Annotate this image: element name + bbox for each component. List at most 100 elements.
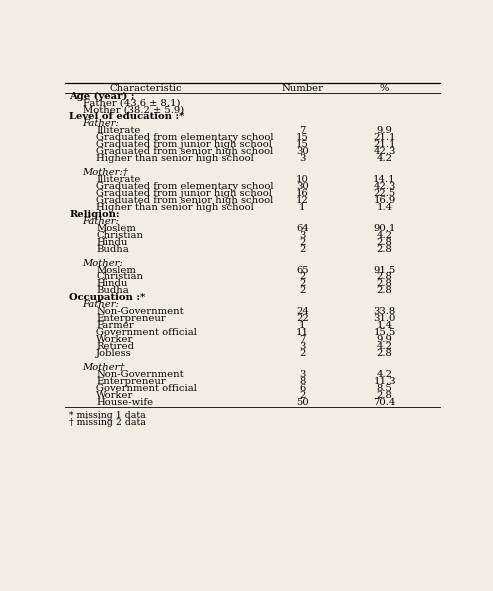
Text: 9.9: 9.9: [377, 126, 392, 135]
Text: 9.9: 9.9: [377, 335, 392, 344]
Text: 4.2: 4.2: [377, 370, 392, 379]
Text: Graduated from senior high school: Graduated from senior high school: [96, 147, 273, 156]
Text: Graduated from junior high school: Graduated from junior high school: [96, 140, 272, 149]
Text: * missing 1 data: * missing 1 data: [69, 411, 146, 420]
Text: 3: 3: [299, 370, 306, 379]
Text: Christian: Christian: [96, 230, 143, 240]
Text: 1: 1: [299, 203, 306, 212]
Text: 50: 50: [296, 398, 309, 407]
Text: Government official: Government official: [96, 328, 197, 337]
Text: 33.8: 33.8: [373, 307, 395, 316]
Text: Age (year) :: Age (year) :: [69, 92, 135, 100]
Text: Father (43.6 ± 8.1): Father (43.6 ± 8.1): [83, 99, 180, 108]
Text: Characteristic: Characteristic: [109, 84, 182, 93]
Text: 3: 3: [299, 230, 306, 240]
Text: 2: 2: [299, 280, 306, 288]
Text: 4.2: 4.2: [377, 230, 392, 240]
Text: 7: 7: [299, 126, 306, 135]
Text: 2.8: 2.8: [377, 238, 392, 246]
Text: %: %: [380, 84, 389, 93]
Text: Hindu: Hindu: [96, 238, 127, 246]
Text: 7: 7: [299, 335, 306, 344]
Text: Government official: Government official: [96, 384, 197, 393]
Text: 11: 11: [296, 328, 309, 337]
Text: Mother (38.2 ± 5.9): Mother (38.2 ± 5.9): [83, 105, 184, 115]
Text: Budha: Budha: [96, 287, 129, 296]
Text: 22: 22: [296, 314, 309, 323]
Text: 6: 6: [299, 384, 306, 393]
Text: 3: 3: [299, 342, 306, 351]
Text: Worker: Worker: [96, 391, 134, 400]
Text: Worker: Worker: [96, 335, 134, 344]
Text: Moslem: Moslem: [96, 265, 136, 274]
Text: Retired: Retired: [96, 342, 134, 351]
Text: Graduated from elementary school: Graduated from elementary school: [96, 133, 274, 142]
Text: 10: 10: [296, 175, 309, 184]
Text: Non-Government: Non-Government: [96, 370, 183, 379]
Text: 2: 2: [299, 245, 306, 254]
Text: 16.9: 16.9: [373, 196, 395, 205]
Text: 2: 2: [299, 238, 306, 246]
Text: 15: 15: [296, 133, 309, 142]
Text: Graduated from senior high school: Graduated from senior high school: [96, 196, 273, 205]
Text: 70.4: 70.4: [373, 398, 396, 407]
Text: Budha: Budha: [96, 245, 129, 254]
Text: Higher than senior high school: Higher than senior high school: [96, 203, 254, 212]
Text: House-wife: House-wife: [96, 398, 153, 407]
Text: 91.5: 91.5: [373, 265, 396, 274]
Text: Father:: Father:: [83, 300, 119, 309]
Text: Farmer: Farmer: [96, 322, 134, 330]
Text: 2.8: 2.8: [377, 245, 392, 254]
Text: 2.8: 2.8: [377, 391, 392, 400]
Text: 16: 16: [296, 189, 309, 198]
Text: Occupation :*: Occupation :*: [69, 293, 145, 303]
Text: 24: 24: [296, 307, 309, 316]
Text: 15.5: 15.5: [373, 328, 396, 337]
Text: † missing 2 data: † missing 2 data: [69, 418, 146, 427]
Text: Jobless: Jobless: [96, 349, 132, 358]
Text: Enterpreneur: Enterpreneur: [96, 377, 166, 386]
Text: Higher than senior high school: Higher than senior high school: [96, 154, 254, 163]
Text: 22.5: 22.5: [373, 189, 395, 198]
Text: 11.3: 11.3: [373, 377, 396, 386]
Text: 1.4: 1.4: [377, 203, 392, 212]
Text: 15: 15: [296, 140, 309, 149]
Text: 30: 30: [296, 147, 309, 156]
Text: Father:: Father:: [83, 119, 119, 128]
Text: 4.2: 4.2: [377, 342, 392, 351]
Text: 1.4: 1.4: [377, 322, 392, 330]
Text: 3: 3: [299, 154, 306, 163]
Text: 1: 1: [299, 322, 306, 330]
Text: 90.1: 90.1: [373, 224, 396, 233]
Text: 12: 12: [296, 196, 309, 205]
Text: 21.1: 21.1: [373, 133, 396, 142]
Text: 14.1: 14.1: [373, 175, 396, 184]
Text: Religion:: Religion:: [69, 210, 120, 219]
Text: Graduated from elementary school: Graduated from elementary school: [96, 182, 274, 191]
Text: Non-Government: Non-Government: [96, 307, 183, 316]
Text: 31.0: 31.0: [373, 314, 396, 323]
Text: Illiterate: Illiterate: [96, 126, 141, 135]
Text: 2: 2: [299, 272, 306, 281]
Text: Number: Number: [282, 84, 323, 93]
Text: 42.3: 42.3: [373, 182, 396, 191]
Text: 2.8: 2.8: [377, 272, 392, 281]
Text: 42.3: 42.3: [373, 147, 396, 156]
Text: Christian: Christian: [96, 272, 143, 281]
Text: Mother:†: Mother:†: [83, 168, 128, 177]
Text: 8: 8: [299, 377, 306, 386]
Text: Moslem: Moslem: [96, 224, 136, 233]
Text: 21.1: 21.1: [373, 140, 396, 149]
Text: 64: 64: [296, 224, 309, 233]
Text: 2: 2: [299, 349, 306, 358]
Text: Mother†: Mother†: [83, 363, 125, 372]
Text: 2: 2: [299, 287, 306, 296]
Text: 2: 2: [299, 391, 306, 400]
Text: 4.2: 4.2: [377, 154, 392, 163]
Text: Mother:: Mother:: [83, 258, 123, 268]
Text: Illiterate: Illiterate: [96, 175, 141, 184]
Text: Hindu: Hindu: [96, 280, 127, 288]
Text: 30: 30: [296, 182, 309, 191]
Text: Enterpreneur: Enterpreneur: [96, 314, 166, 323]
Text: 2.8: 2.8: [377, 349, 392, 358]
